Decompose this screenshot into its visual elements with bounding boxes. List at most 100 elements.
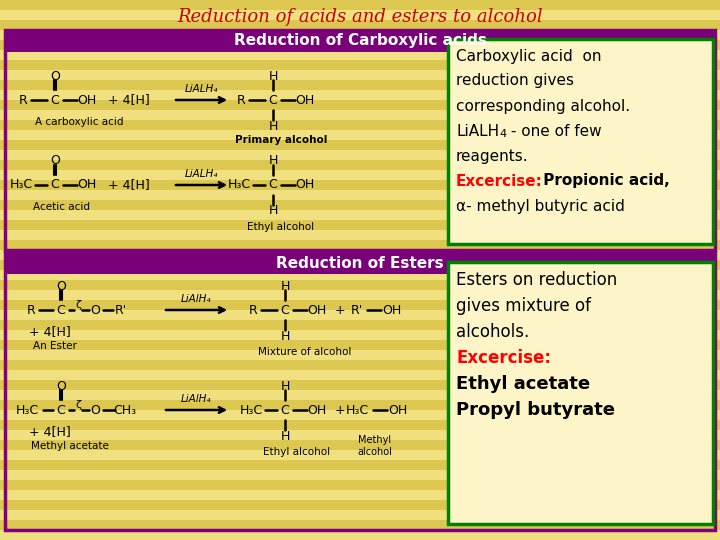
- Text: H: H: [269, 119, 278, 132]
- Text: LiALH: LiALH: [456, 124, 499, 138]
- Text: O: O: [50, 70, 60, 83]
- Text: C: C: [57, 303, 66, 316]
- Bar: [0, 130, 720, 140]
- Bar: [0, 210, 720, 220]
- Text: R: R: [27, 303, 35, 316]
- Text: + 4[H]: + 4[H]: [29, 326, 71, 339]
- Bar: [5, 30, 715, 52]
- Bar: [0, 0, 720, 10]
- Text: Carboxylic acid  on: Carboxylic acid on: [456, 49, 601, 64]
- Bar: [0, 250, 720, 260]
- Text: Reduction of Carboxylic acids: Reduction of Carboxylic acids: [233, 33, 487, 49]
- Bar: [0, 10, 720, 20]
- Text: Methyl: Methyl: [359, 435, 392, 445]
- Bar: [0, 140, 720, 150]
- Bar: [0, 310, 720, 320]
- Text: ζ: ζ: [75, 400, 81, 410]
- Text: Reduction of Esters: Reduction of Esters: [276, 255, 444, 271]
- Text: C: C: [281, 303, 289, 316]
- Text: OH: OH: [295, 93, 315, 106]
- Bar: [0, 30, 720, 40]
- Text: gives mixture of: gives mixture of: [456, 297, 591, 315]
- Text: OH: OH: [382, 303, 402, 316]
- Bar: [448, 39, 713, 244]
- Text: alcohol: alcohol: [358, 447, 392, 457]
- Bar: [5, 252, 715, 274]
- Bar: [0, 110, 720, 120]
- Text: ζ: ζ: [75, 300, 81, 310]
- Text: Ethyl alcohol: Ethyl alcohol: [248, 222, 315, 232]
- Text: R': R': [115, 303, 127, 316]
- Text: Propionic acid,: Propionic acid,: [538, 173, 670, 188]
- Text: OH: OH: [307, 303, 327, 316]
- Bar: [0, 20, 720, 30]
- Text: Mixture of alcohol: Mixture of alcohol: [258, 347, 351, 357]
- Text: reduction gives: reduction gives: [456, 73, 574, 89]
- Text: C: C: [269, 93, 277, 106]
- Text: alcohols.: alcohols.: [456, 323, 529, 341]
- Text: +: +: [335, 403, 346, 416]
- Bar: [0, 410, 720, 420]
- Bar: [5, 252, 715, 530]
- Text: C: C: [50, 93, 59, 106]
- Bar: [0, 70, 720, 80]
- Text: H: H: [269, 154, 278, 167]
- Bar: [0, 170, 720, 180]
- Bar: [0, 490, 720, 500]
- Text: R: R: [248, 303, 257, 316]
- Text: Ethyl alcohol: Ethyl alcohol: [264, 447, 330, 457]
- Text: OH: OH: [307, 403, 327, 416]
- Bar: [0, 180, 720, 190]
- Bar: [0, 270, 720, 280]
- Bar: [0, 150, 720, 160]
- Bar: [0, 200, 720, 210]
- Text: H₃C: H₃C: [15, 403, 39, 416]
- Bar: [0, 240, 720, 250]
- Text: + 4[H]: + 4[H]: [108, 93, 150, 106]
- Text: Reduction of acids and esters to alcohol: Reduction of acids and esters to alcohol: [177, 8, 543, 26]
- Text: H: H: [280, 380, 289, 393]
- Text: LiALH₄: LiALH₄: [184, 169, 217, 179]
- Bar: [0, 380, 720, 390]
- Bar: [0, 220, 720, 230]
- Text: Propyl butyrate: Propyl butyrate: [456, 401, 615, 419]
- Text: CH₃: CH₃: [114, 403, 137, 416]
- Text: R: R: [237, 93, 246, 106]
- Text: Acetic acid: Acetic acid: [33, 202, 90, 212]
- Bar: [0, 480, 720, 490]
- Text: OH: OH: [388, 403, 408, 416]
- Text: C: C: [269, 179, 277, 192]
- Bar: [0, 100, 720, 110]
- Bar: [0, 420, 720, 430]
- Text: Ethyl acetate: Ethyl acetate: [456, 375, 590, 393]
- Bar: [0, 50, 720, 60]
- Bar: [0, 330, 720, 340]
- Bar: [0, 320, 720, 330]
- Text: Excercise:: Excercise:: [456, 173, 543, 188]
- Bar: [0, 360, 720, 370]
- Text: H₃C: H₃C: [346, 403, 369, 416]
- Bar: [0, 520, 720, 530]
- Bar: [0, 500, 720, 510]
- Bar: [0, 390, 720, 400]
- Bar: [0, 400, 720, 410]
- Bar: [0, 80, 720, 90]
- Text: O: O: [90, 303, 100, 316]
- Text: LiAlH₄: LiAlH₄: [181, 294, 211, 304]
- Bar: [0, 280, 720, 290]
- Bar: [0, 290, 720, 300]
- Text: Primary alcohol: Primary alcohol: [235, 135, 327, 145]
- Bar: [0, 40, 720, 50]
- Text: H₃C: H₃C: [9, 179, 32, 192]
- Text: LiAlH₄: LiAlH₄: [181, 394, 211, 404]
- Text: H: H: [280, 329, 289, 342]
- Text: Esters on reduction: Esters on reduction: [456, 271, 617, 289]
- Bar: [0, 450, 720, 460]
- Bar: [448, 262, 713, 524]
- Bar: [0, 260, 720, 270]
- Bar: [0, 60, 720, 70]
- Text: +: +: [335, 303, 346, 316]
- Text: H: H: [280, 429, 289, 442]
- Text: C: C: [50, 179, 59, 192]
- Text: An Ester: An Ester: [33, 341, 77, 351]
